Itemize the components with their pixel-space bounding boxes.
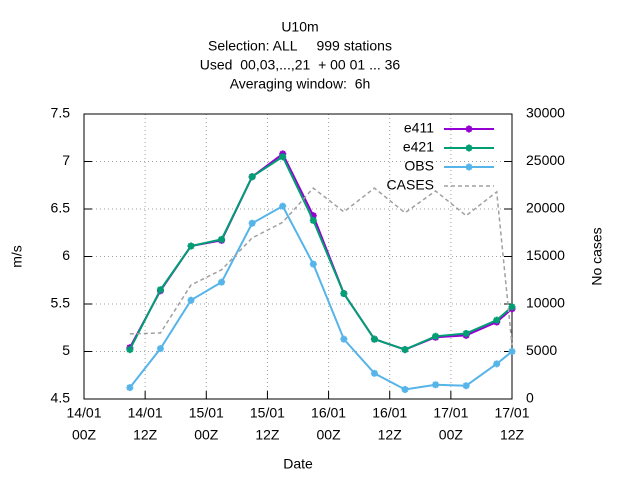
point [401,346,409,354]
point [508,303,516,311]
point [279,202,287,210]
x-tick-label: 12Z [378,427,403,443]
point [218,278,226,286]
y-tick-label: 6.5 [51,200,71,216]
point [370,335,378,343]
point [248,219,256,227]
point [493,316,501,324]
y-tick-label: 6 [62,247,70,263]
x-tick-label: 00Z [439,427,464,443]
point [126,384,134,392]
legend-label: e421 [403,139,434,155]
x-tick-label: 00Z [317,427,342,443]
chart-title: U10m [281,19,318,35]
chart-title: Averaging window: 6h [230,76,371,92]
point [309,216,317,224]
x-tick-label: 12Z [255,427,280,443]
y-axis-label: m/s [9,245,25,268]
plot-border [83,113,513,400]
y2-tick-label: 20000 [526,200,565,216]
series-line [128,155,513,351]
x-tick-label: 00Z [194,427,219,443]
x-tick-label: 12Z [500,427,525,443]
legend-label: CASES [387,177,434,193]
y2-tick-label: 25000 [526,152,565,168]
x-tick-label: 12Z [133,427,158,443]
chart-title: Used 00,03,...,21 + 00 01 ... 36 [200,57,401,73]
series-line [129,204,513,391]
x-tick-label: 17/01 [433,405,468,421]
point [370,369,378,377]
point [493,360,501,368]
point [465,163,473,171]
point [340,335,348,343]
x-tick-label: 17/01 [494,405,529,421]
point [508,348,516,355]
y2-tick-label: 0 [526,390,534,406]
point [279,153,287,161]
y-tick-label: 7.5 [51,105,71,121]
legend-label: e411 [404,120,434,136]
point [309,212,317,220]
y2-tick-label: 5000 [526,342,557,358]
x-tick-label: 00Z [72,427,97,443]
x-tick-label: 15/01 [250,405,285,421]
point [401,386,409,393]
y-tick-label: 7 [62,152,70,168]
legend-label: OBS [404,158,434,174]
y-tick-label: 5 [62,342,70,358]
point [218,235,226,243]
point [432,381,440,389]
point [187,242,195,250]
y2-tick-label: 15000 [526,247,565,263]
point [156,345,164,353]
point [126,346,134,354]
series-line [129,187,513,345]
x-tick-label: 16/01 [372,405,407,421]
x-tick-label: 14/01 [128,405,163,421]
point [465,125,473,133]
x-tick-label: 16/01 [311,405,346,421]
y2-tick-label: 10000 [526,295,565,311]
y2-tick-label: 30000 [526,105,565,121]
point [187,296,195,304]
chart-title: Selection: ALL 999 stations [208,38,392,54]
point [340,290,348,298]
point [462,329,470,337]
x-tick-label: 14/01 [66,405,101,421]
point [248,173,256,181]
x-axis-label: Date [283,456,313,472]
point [156,286,164,294]
point [465,144,473,152]
y2-axis-label: No cases [589,227,605,285]
x-tick-label: 15/01 [189,405,224,421]
point [432,332,440,340]
point [462,382,470,390]
point [309,260,317,268]
y-tick-label: 5.5 [51,295,71,311]
y-tick-label: 4.5 [51,390,71,406]
